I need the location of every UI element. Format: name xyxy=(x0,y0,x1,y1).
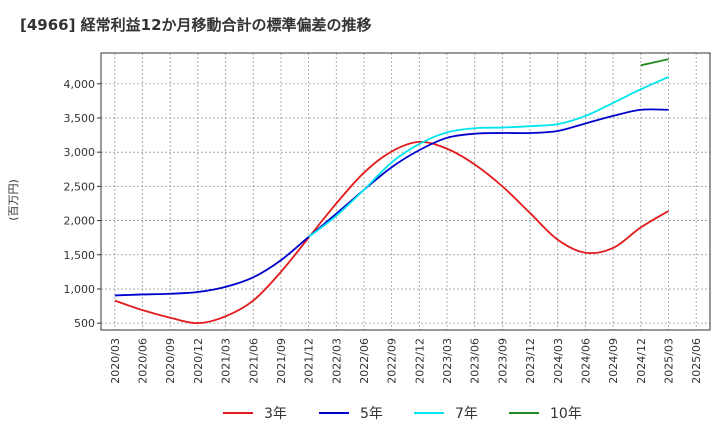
x-tick-label: 2022/03 xyxy=(330,338,343,384)
x-tick-label: 2025/06 xyxy=(690,338,703,384)
y-tick-label: 3,000 xyxy=(64,146,96,159)
legend-label: 7年 xyxy=(455,406,478,422)
x-axis-ticks: 2020/03 2020/06 2020/09 2020/12 2021/03 2021/… xyxy=(109,338,703,384)
x-tick-label: 2023/06 xyxy=(469,338,482,384)
series-lines xyxy=(114,58,669,325)
y-tick-label: 1,500 xyxy=(64,249,96,262)
plot-frame xyxy=(100,52,711,331)
y-tick-label: 2,500 xyxy=(64,180,96,193)
legend-label: 3年 xyxy=(264,406,287,422)
y-axis-ticks: 500 1,000 1,500 2,000 2,500 3,000 3,500 4,000 xyxy=(64,78,101,330)
y-tick-label: 2,000 xyxy=(64,215,96,228)
x-tick-label: 2022/09 xyxy=(386,338,399,384)
y-tick-label: 4,000 xyxy=(64,78,96,91)
x-tick-label: 2021/06 xyxy=(247,338,260,384)
x-tick-label: 2020/09 xyxy=(164,338,177,384)
x-tick-label: 2020/03 xyxy=(109,338,122,384)
x-tick-label: 2020/12 xyxy=(192,338,205,384)
legend: 3年 5年 7年 10年 xyxy=(223,406,582,422)
series-line-3年 xyxy=(114,141,669,325)
y-tick-label: 500 xyxy=(74,317,95,330)
y-tick-label: 3,500 xyxy=(64,112,96,125)
x-tick-label: 2021/03 xyxy=(220,338,233,384)
x-tick-label: 2024/06 xyxy=(579,338,592,384)
legend-label: 10年 xyxy=(550,406,582,422)
x-tick-label: 2023/03 xyxy=(441,338,454,384)
x-tick-label: 2024/03 xyxy=(552,338,565,384)
x-tick-label: 2022/12 xyxy=(413,338,426,384)
series-line-10年 xyxy=(640,58,669,67)
x-tick-label: 2021/09 xyxy=(275,338,288,384)
chart-title: [4966] 経常利益12か月移動合計の標準偏差の推移 xyxy=(20,16,372,34)
series-line-5年 xyxy=(114,108,669,297)
series-line-7年 xyxy=(308,76,669,238)
legend-label: 5年 xyxy=(360,406,383,422)
x-tick-label: 2023/09 xyxy=(496,338,509,384)
x-tick-label: 2020/06 xyxy=(137,338,150,384)
x-tick-label: 2025/03 xyxy=(662,338,675,384)
x-tick-label: 2024/12 xyxy=(635,338,648,384)
x-tick-label: 2023/12 xyxy=(524,338,537,384)
plot-area xyxy=(101,53,710,330)
x-tick-label: 2022/06 xyxy=(358,338,371,384)
y-tick-label: 1,000 xyxy=(64,283,96,296)
x-tick-label: 2021/12 xyxy=(303,338,316,384)
y-axis-label: (百万円) xyxy=(7,179,20,221)
x-tick-label: 2024/09 xyxy=(607,338,620,384)
